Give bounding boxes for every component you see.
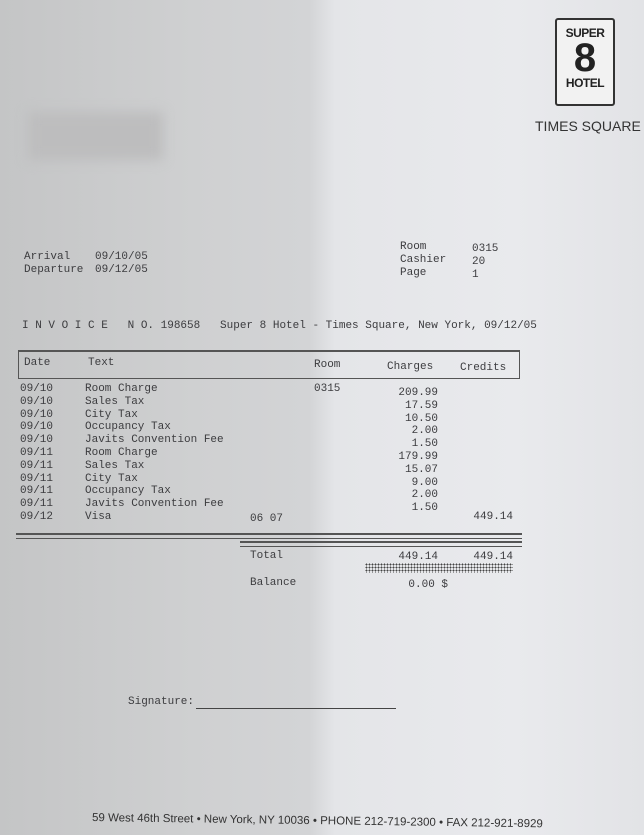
total-credits: 449.14 bbox=[473, 551, 513, 563]
logo-text-hotel: HOTEL bbox=[565, 76, 605, 90]
room-label: Room bbox=[400, 241, 427, 253]
balance-value: 0.00 $ bbox=[408, 579, 448, 591]
row-date: 09/11 bbox=[20, 459, 54, 472]
row-charges: 17.59 bbox=[404, 399, 438, 412]
header-charges: Charges bbox=[387, 361, 434, 373]
row-date: 09/10 bbox=[20, 383, 54, 395]
departure-date: 09/12/05 bbox=[95, 264, 148, 276]
cashier-value: 20 bbox=[472, 256, 486, 268]
departure-label: Departure bbox=[24, 264, 84, 276]
cashier-label: Cashier bbox=[400, 254, 447, 266]
row-credits: 449.14 bbox=[473, 511, 513, 523]
dotted-separator bbox=[365, 563, 513, 573]
room-value: 0315 bbox=[472, 243, 499, 255]
location-label: TIMES SQUARE bbox=[535, 118, 641, 134]
header-date: Date bbox=[24, 357, 51, 369]
table-header-box bbox=[18, 350, 520, 379]
total-charges: 449.14 bbox=[398, 551, 438, 563]
row-charges: 1.50 bbox=[411, 502, 438, 515]
header-text: Text bbox=[88, 357, 115, 369]
signature-line bbox=[196, 708, 396, 709]
row-date: 09/12 bbox=[20, 511, 54, 523]
logo-text-8: 8 bbox=[573, 36, 597, 80]
row-date: 09/11 bbox=[20, 447, 54, 459]
row-text: Room Charge bbox=[85, 447, 158, 459]
footer-address: 59 West 46th Street • New York, NY 10036… bbox=[91, 812, 543, 831]
row-text: Sales Tax bbox=[85, 395, 145, 408]
page-label: Page bbox=[400, 267, 427, 279]
total-label: Total bbox=[250, 550, 284, 562]
super8-logo: SUPER 8 HOTEL bbox=[555, 18, 615, 106]
row-text: Occupancy Tax bbox=[85, 421, 171, 434]
row-text: Visa bbox=[85, 511, 112, 523]
row-room: 0315 bbox=[314, 383, 341, 395]
row-date: 09/10 bbox=[20, 421, 54, 434]
logo-text-super: SUPER bbox=[565, 26, 605, 40]
row-text: Occupancy Tax bbox=[85, 485, 171, 498]
row-date: 09/11 bbox=[20, 472, 54, 485]
row-charges: 1.50 bbox=[411, 438, 438, 451]
row-date: 09/10 bbox=[20, 395, 54, 408]
row-charges: 10.50 bbox=[404, 412, 438, 425]
row-date: 09/11 bbox=[20, 485, 54, 498]
row-text: Room Charge bbox=[85, 383, 158, 395]
header-credits: Credits bbox=[460, 362, 507, 374]
row-charges: 179.99 bbox=[398, 451, 438, 463]
arrival-date: 09/10/05 bbox=[95, 251, 148, 263]
table-bottom-rule bbox=[16, 533, 522, 539]
total-rule bbox=[240, 541, 522, 547]
balance-label: Balance bbox=[250, 577, 297, 589]
row-extra: 06 07 bbox=[250, 513, 284, 525]
row-charges: 2.00 bbox=[411, 425, 438, 438]
row-charges: 15.07 bbox=[404, 463, 438, 476]
row-date: 09/10 bbox=[20, 434, 54, 447]
redacted-address bbox=[28, 112, 163, 160]
row-date: 09/11 bbox=[20, 498, 54, 511]
page-value: 1 bbox=[472, 269, 479, 281]
row-text: City Tax bbox=[85, 472, 138, 485]
row-charges: 209.99 bbox=[398, 387, 438, 399]
header-room: Room bbox=[314, 359, 341, 371]
row-text: City Tax bbox=[85, 408, 138, 421]
row-text: Sales Tax bbox=[85, 459, 145, 472]
invoice-title: I N V O I C E N O. 198658 Super 8 Hotel … bbox=[22, 320, 537, 332]
signature-label: Signature: bbox=[128, 696, 195, 708]
row-text: Javits Convention Fee bbox=[85, 434, 224, 447]
row-text: Javits Convention Fee bbox=[85, 498, 224, 511]
row-charges: 9.00 bbox=[411, 476, 438, 489]
row-date: 09/10 bbox=[20, 408, 54, 421]
row-charges: 2.00 bbox=[411, 489, 438, 502]
arrival-label: Arrival bbox=[24, 251, 71, 263]
